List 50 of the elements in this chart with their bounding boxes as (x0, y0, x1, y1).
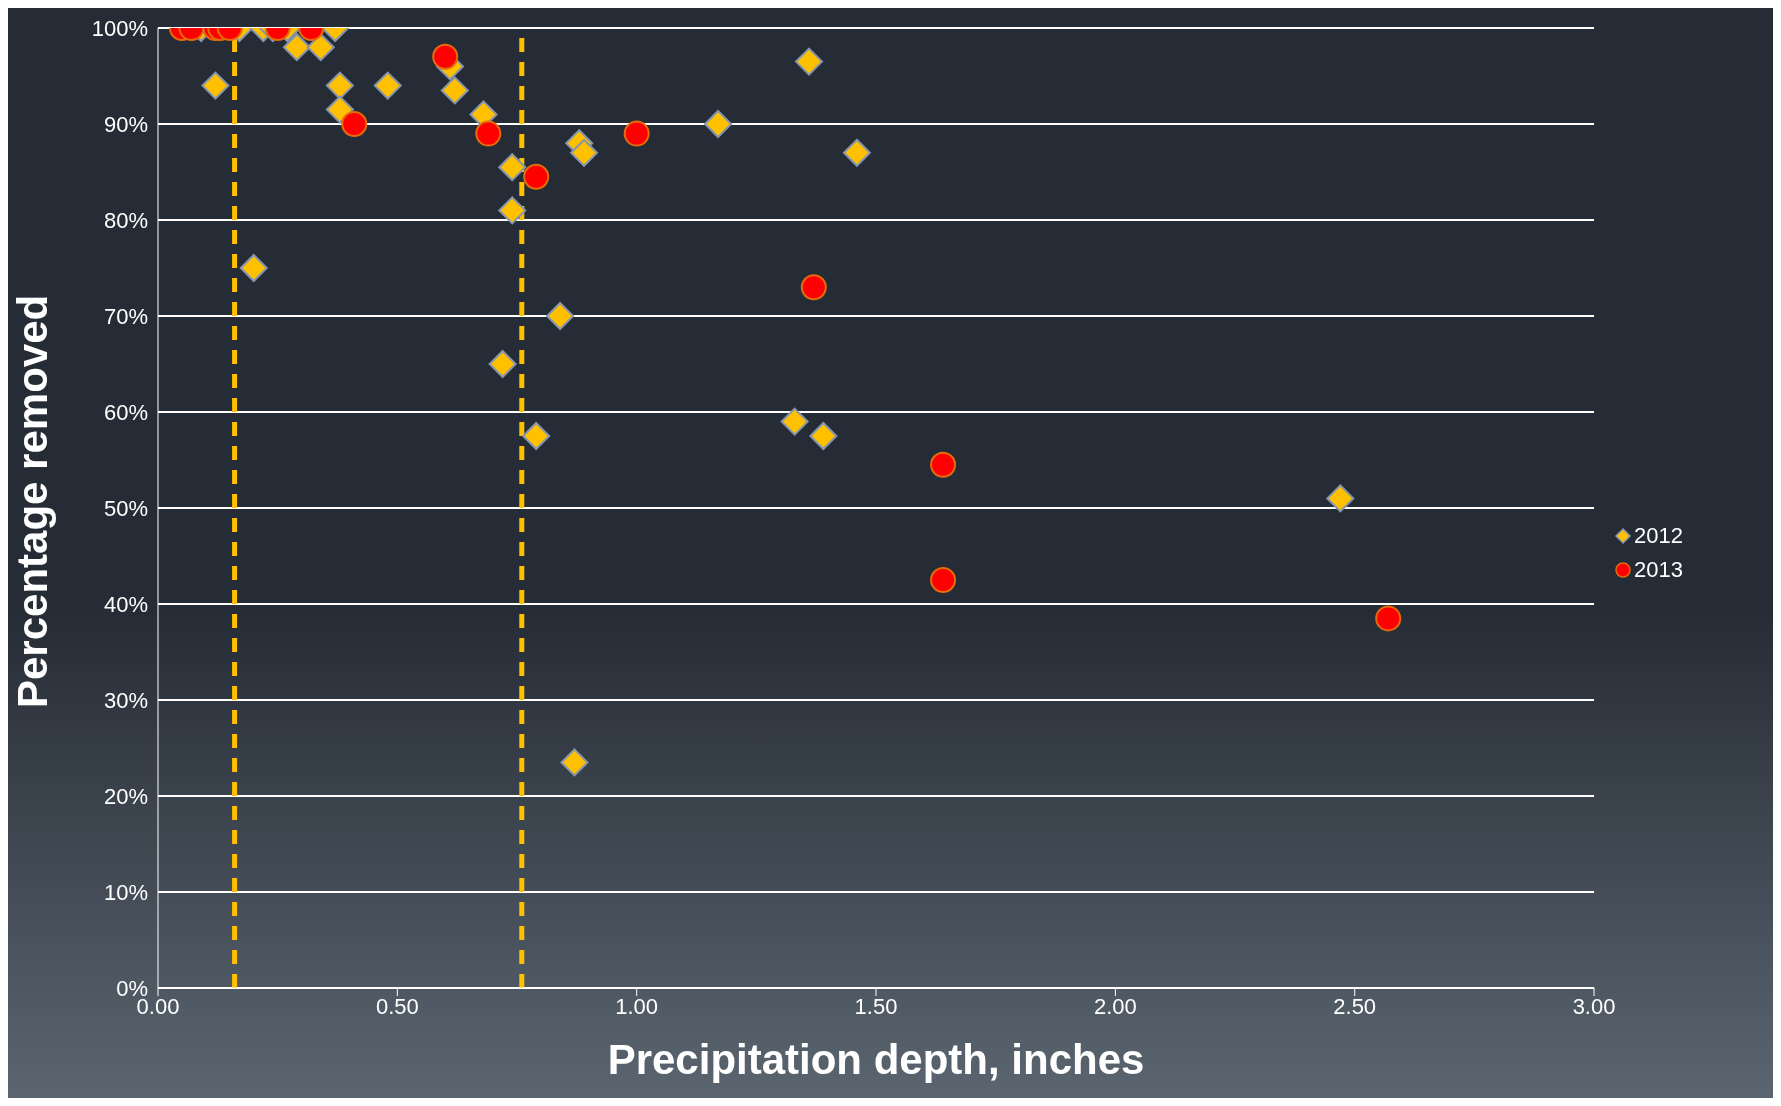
point (201, 71, 230, 100)
point (560, 748, 589, 777)
y-tick-label: 70% (103, 303, 148, 329)
x-tick-label: 1.00 (615, 993, 659, 1019)
point (1326, 484, 1355, 513)
point (239, 254, 268, 282)
point (498, 153, 527, 182)
point (432, 43, 459, 70)
y-axis-title: Percentage removed (8, 294, 56, 708)
y-tick-label: 80% (103, 207, 148, 233)
y-tick-label: 30% (103, 687, 148, 713)
x-tick-label: 0.50 (375, 993, 419, 1019)
point (306, 33, 335, 62)
y-tick-label: 90% (103, 111, 148, 137)
point (341, 111, 368, 137)
x-tick-label: 2.50 (1333, 993, 1377, 1019)
y-tick-label: 50% (103, 495, 148, 521)
point (498, 196, 527, 225)
point (546, 302, 575, 330)
point (1375, 605, 1402, 632)
point (282, 33, 311, 62)
point (842, 138, 871, 167)
point (780, 407, 809, 436)
point (522, 422, 551, 450)
point (325, 95, 354, 124)
y-tick-label: 100% (91, 15, 148, 41)
y-tick-label: 40% (103, 591, 148, 617)
point (488, 350, 517, 378)
point (475, 120, 502, 147)
y-tick-label: 20% (103, 783, 148, 809)
legend-label: 2012 (1634, 523, 1683, 549)
y-tick-label: 60% (103, 399, 148, 425)
point (800, 274, 827, 301)
point (809, 422, 838, 450)
x-axis-title: Precipitation depth, inches (607, 1036, 1145, 1083)
legend-label: 2013 (1634, 557, 1683, 583)
x-tick-label: 3.00 (1572, 993, 1616, 1019)
point (930, 567, 957, 593)
point (373, 71, 402, 100)
point (623, 120, 650, 147)
point (440, 76, 469, 105)
x-tick-label: 2.00 (1093, 993, 1137, 1019)
point (704, 110, 733, 138)
point (325, 71, 354, 100)
point (795, 47, 824, 76)
point (570, 138, 599, 167)
point (523, 163, 550, 190)
x-tick-label: 1.50 (854, 993, 898, 1019)
y-tick-label: 10% (103, 879, 148, 905)
point (930, 451, 957, 478)
